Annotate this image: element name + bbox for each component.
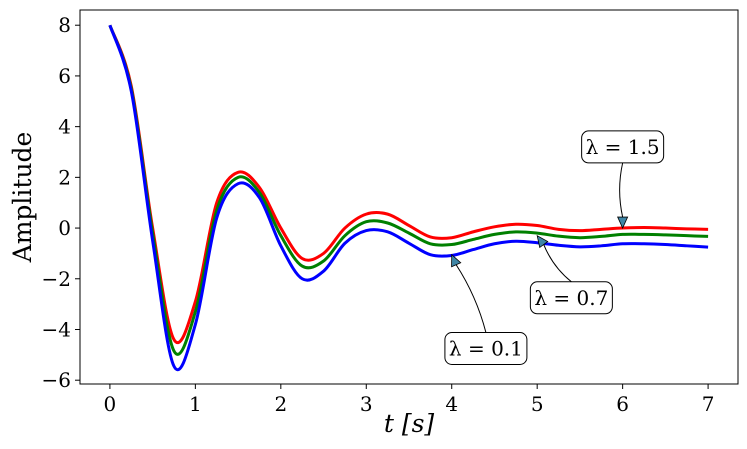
x-tick-label: 3 [360,392,373,416]
annotation-label: λ = 1.5 [586,135,660,159]
y-tick-label: −6 [42,368,71,392]
annotation-1: λ = 1.5 [581,130,665,230]
x-tick-label: 2 [274,392,287,416]
x-tick-label: 0 [104,392,117,416]
annotation-arrowhead [536,234,549,249]
ticks: 0 1 2 3 4 5 6 7 8 6 4 2 0 −2 −4 −6 [42,13,715,416]
annotation-2: λ = 0.7 [529,234,613,315]
y-tick-label: 4 [58,115,71,139]
y-tick-label: −2 [42,267,71,291]
annotation-box [581,130,665,164]
x-tick-label: 7 [702,392,715,416]
annotation-label: λ = 0.7 [534,286,608,310]
annotation-arrow-line [455,264,487,333]
series-line-3 [108,24,709,371]
y-axis-label: Amplitude [8,132,37,264]
annotations: λ = 1.5 λ = 0.7 λ = 0.1 [444,130,665,366]
annotation-label: λ = 0.1 [449,337,523,361]
series-line-1 [108,24,709,344]
series-line-2 [108,24,709,356]
y-tick-label: −4 [42,317,71,341]
annotation-arrow-line [543,244,572,283]
annotation-3: λ = 0.1 [444,253,528,366]
x-axis-label: t [s] [384,409,435,438]
x-tick-label: 4 [445,392,458,416]
series-lines [108,24,709,371]
y-tick-label: 8 [58,13,71,37]
annotation-arrow-line [619,162,624,218]
annotation-arrowhead [617,216,629,230]
y-tick-label: 6 [58,64,71,88]
x-tick-label: 5 [531,392,544,416]
annotation-box [529,281,613,315]
annotation-arrowhead [451,253,462,268]
annotation-box [444,332,528,366]
plot-frame [79,9,739,385]
y-tick-label: 2 [58,165,71,189]
x-tick-label: 6 [616,392,629,416]
y-tick-label: 0 [58,216,71,240]
x-tick-label: 1 [189,392,202,416]
